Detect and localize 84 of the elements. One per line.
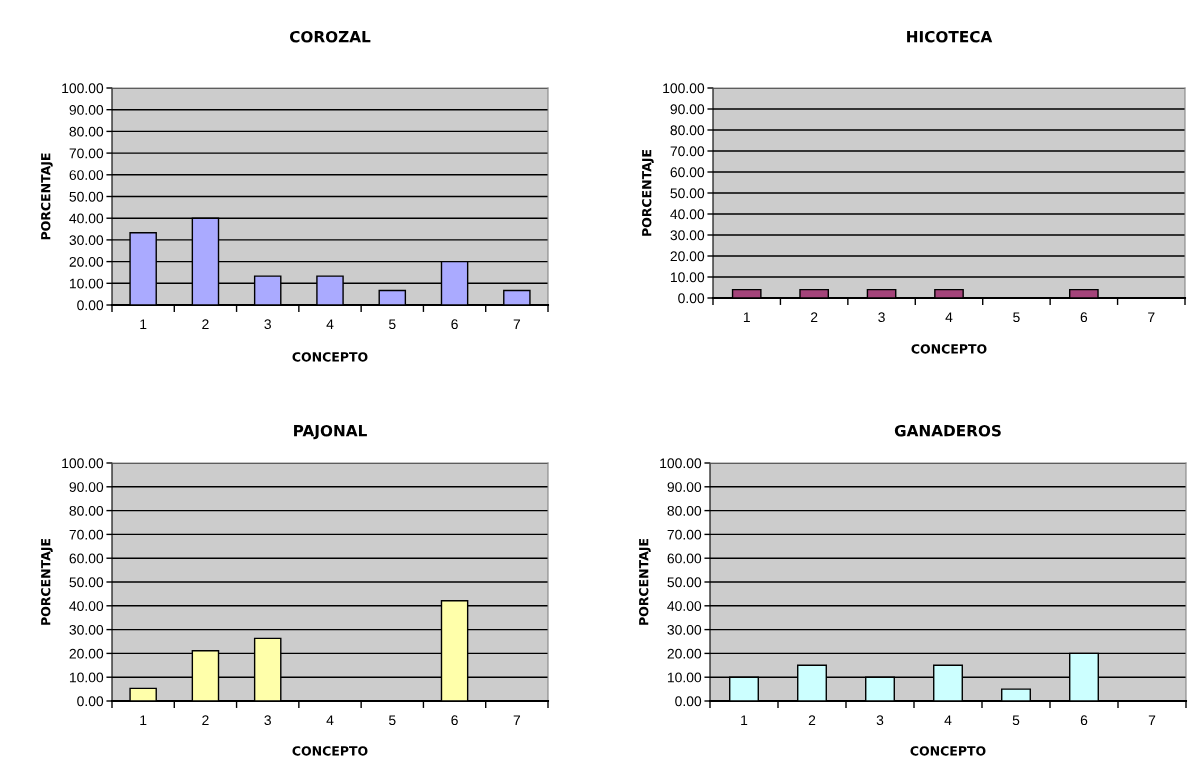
y-tick-label: 30.00: [69, 235, 104, 246]
y-tick-label: 10.00: [69, 672, 104, 683]
y-tick-label: 30.00: [69, 624, 104, 635]
chart-title: GANADEROS: [894, 424, 1001, 437]
x-tick-label: 4: [326, 715, 334, 725]
y-tick-label: 0.00: [678, 293, 705, 304]
y-tick-label: 100.00: [660, 458, 702, 469]
y-tick-label: 90.00: [670, 104, 705, 115]
x-tick-label: 5: [388, 715, 396, 726]
y-tick-label: 0.00: [675, 696, 702, 707]
y-tick-label: 90.00: [69, 482, 104, 492]
y-tick-label: 30.00: [670, 230, 705, 241]
x-tick-label: 3: [264, 319, 271, 330]
y-axis-title: PORCENTAJE: [40, 153, 53, 240]
y-tick-label: 50.00: [69, 577, 104, 588]
y-tick-label: 80.00: [670, 125, 705, 136]
y-tick-label: 20.00: [667, 648, 702, 659]
y-tick-label: 60.00: [667, 553, 702, 564]
x-tick-label: 4: [326, 319, 334, 329]
y-tick-label: 30.00: [667, 624, 702, 635]
y-tick-label: 90.00: [69, 105, 104, 115]
x-tick-label: 6: [1080, 715, 1088, 726]
x-tick-label: 2: [810, 312, 818, 322]
chart-title: COROZAL: [289, 30, 371, 43]
x-tick-label: 7: [1148, 312, 1155, 322]
y-tick-label: 20.00: [69, 648, 104, 659]
chart-title: PAJONAL: [294, 424, 367, 440]
y-tick-label: 80.00: [69, 126, 104, 137]
x-tick-label: 1: [741, 715, 748, 725]
x-axis-title: CONCEPTO: [911, 344, 987, 354]
x-tick-label: 7: [513, 715, 521, 725]
y-tick-label: 60.00: [69, 170, 104, 180]
y-tick-label: 40.00: [670, 209, 705, 220]
y-tick-label: 40.00: [69, 601, 104, 611]
y-tick-label: 80.00: [69, 505, 104, 516]
x-tick-label: 7: [513, 319, 521, 329]
x-tick-label: 7: [1148, 715, 1156, 725]
y-tick-label: 100.00: [663, 83, 705, 94]
y-tick-label: 40.00: [667, 601, 702, 611]
y-tick-label: 20.00: [69, 256, 104, 267]
x-tick-label: 5: [1013, 312, 1020, 323]
x-tick-label: 2: [202, 319, 209, 329]
y-tick-label: 10.00: [667, 672, 702, 683]
x-axis-title: CONCEPTO: [292, 746, 368, 756]
y-tick-label: 70.00: [69, 148, 104, 159]
x-tick-label: 1: [140, 715, 147, 725]
x-tick-label: 3: [878, 312, 885, 323]
y-tick-label: 90.00: [667, 482, 702, 492]
y-tick-label: 50.00: [670, 188, 705, 199]
y-tick-label: 50.00: [69, 191, 104, 202]
x-tick-label: 2: [808, 715, 816, 725]
y-tick-label: 60.00: [69, 553, 104, 564]
x-tick-label: 6: [451, 319, 458, 330]
y-tick-label: 40.00: [69, 213, 104, 224]
x-tick-label: 3: [876, 715, 884, 726]
y-tick-label: 50.00: [667, 577, 702, 588]
y-tick-label: 70.00: [69, 529, 104, 540]
y-axis-title: PORCENTAJE: [638, 538, 651, 625]
x-tick-label: 3: [264, 715, 271, 726]
chart-title: HICOTECA: [907, 30, 993, 43]
x-tick-label: 1: [743, 312, 750, 322]
y-tick-label: 0.00: [77, 300, 104, 311]
x-axis-title: CONCEPTO: [910, 746, 986, 756]
y-tick-label: 80.00: [667, 505, 702, 516]
y-tick-label: 10.00: [69, 278, 104, 289]
y-tick-label: 20.00: [670, 251, 705, 262]
y-tick-label: 0.00: [77, 696, 104, 707]
x-tick-label: 5: [388, 319, 396, 330]
x-tick-label: 6: [1080, 312, 1088, 323]
y-tick-label: 100.00: [62, 458, 104, 469]
x-tick-label: 4: [944, 715, 952, 725]
x-tick-label: 4: [945, 312, 953, 322]
y-tick-label: 10.00: [670, 272, 705, 283]
y-tick-label: 60.00: [670, 167, 705, 178]
y-tick-label: 70.00: [667, 529, 702, 540]
x-axis-title: CONCEPTO: [292, 352, 368, 362]
y-axis-title: PORCENTAJE: [641, 149, 654, 236]
x-tick-label: 6: [451, 715, 458, 726]
x-tick-label: 5: [1012, 715, 1020, 726]
x-tick-label: 2: [202, 715, 209, 725]
y-tick-label: 70.00: [670, 146, 705, 157]
y-tick-label: 100.00: [62, 83, 104, 94]
x-tick-label: 1: [140, 319, 147, 329]
y-axis-title: PORCENTAJE: [40, 538, 53, 625]
